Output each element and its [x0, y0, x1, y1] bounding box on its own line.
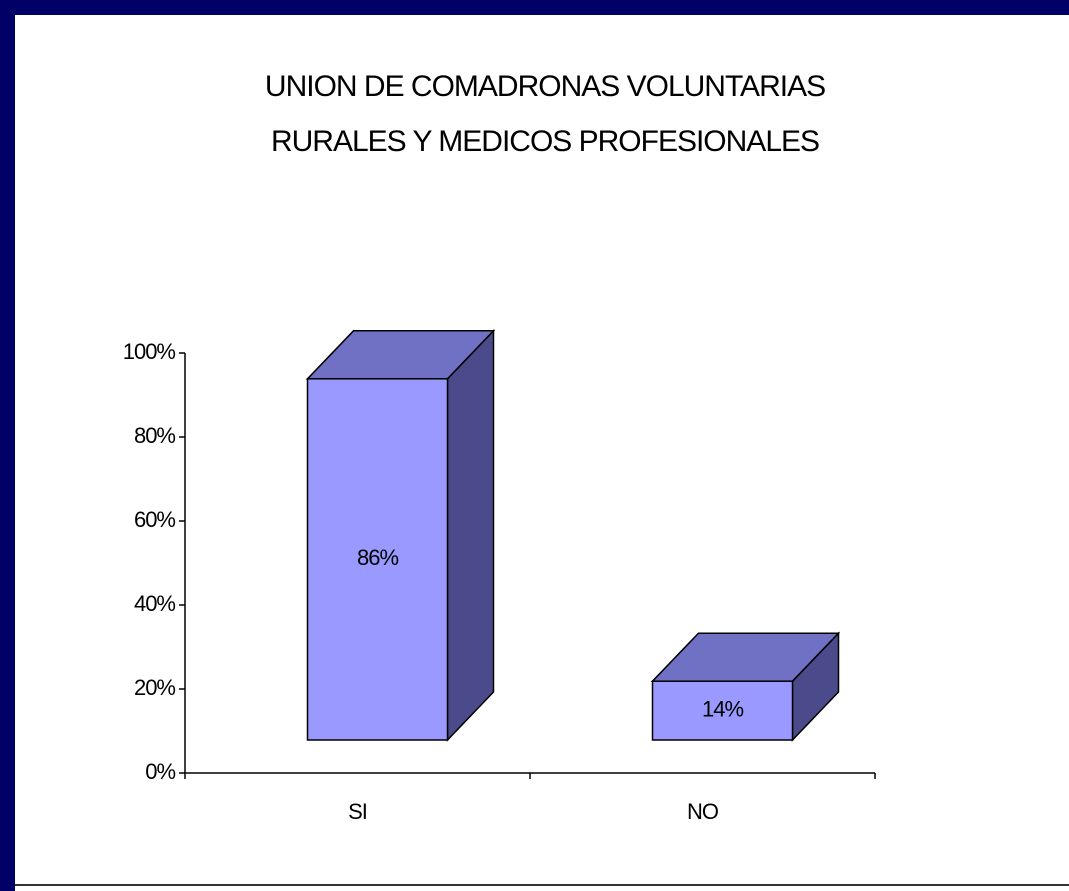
bar-side — [446, 328, 495, 742]
chart-title: RURALES Y MEDICOS PROFESIONALES — [271, 125, 819, 158]
bar-front — [651, 680, 794, 741]
x-tick-label: NO — [687, 799, 719, 824]
data-label: 14% — [702, 696, 743, 721]
x-tick-label: SI — [348, 799, 367, 824]
y-tick-label: 20% — [134, 675, 175, 700]
left-border — [0, 0, 15, 891]
bar — [305, 328, 496, 742]
top-border — [0, 0, 1069, 15]
y-tick-label: 60% — [134, 507, 175, 532]
bar-front — [306, 378, 449, 741]
y-tick-label: 40% — [134, 591, 175, 616]
chart-title: UNION DE COMADRONAS VOLUNTARIAS — [265, 70, 825, 103]
y-tick-label: 80% — [134, 423, 175, 448]
bar — [650, 631, 841, 742]
y-tick-label: 100% — [123, 339, 176, 364]
y-tick-label: 0% — [145, 759, 175, 784]
data-label: 86% — [357, 545, 398, 570]
